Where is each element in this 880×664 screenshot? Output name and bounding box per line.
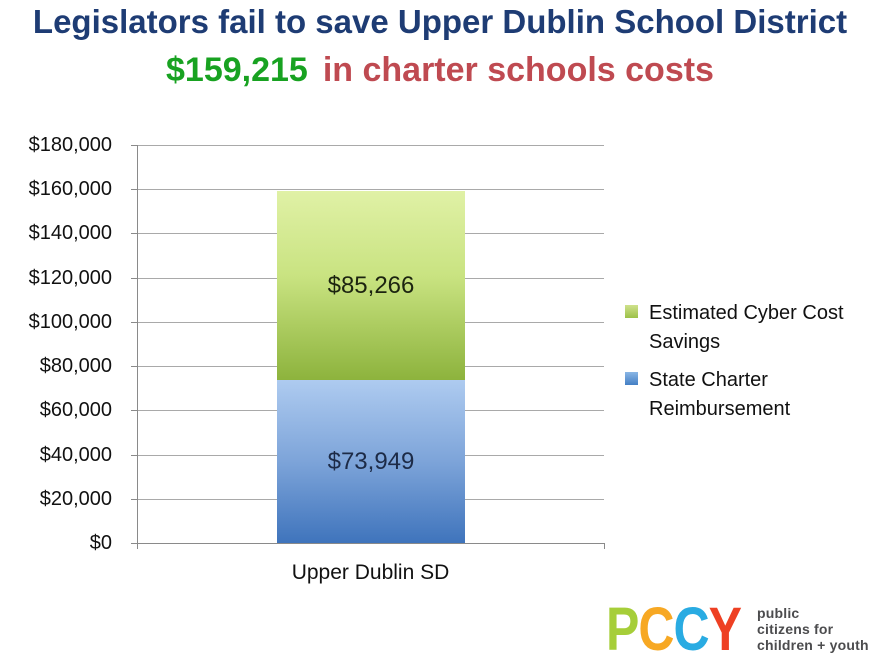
title-subtitle-text: in charter schools costs	[322, 51, 714, 89]
legend-label-line: Savings	[649, 331, 721, 353]
y-axis-tick	[131, 145, 137, 146]
logo-letter-p: P	[606, 595, 639, 664]
y-axis-tick-label: $80,000	[39, 355, 112, 377]
legend-label-line: Estimated Cyber Cost	[649, 302, 844, 324]
chart-title-line1: Legislators fail to save Upper Dublin Sc…	[32, 3, 848, 40]
y-axis-tick	[131, 455, 137, 456]
x-axis-category-label: Upper Dublin SD	[291, 561, 450, 584]
y-axis-tick	[131, 233, 137, 234]
pccy-logo-letters: PCCY	[606, 599, 742, 662]
y-axis-tick-label: $120,000	[28, 267, 112, 289]
legend-swatch-state-reimbursement	[625, 372, 638, 385]
y-axis-tick-label: $180,000	[28, 134, 112, 156]
bar-segment-cyber-savings: $85,266	[277, 191, 465, 380]
y-axis-tick-label: $0	[89, 532, 112, 554]
y-axis-tick-label: $100,000	[28, 311, 112, 333]
legend-label-cyber-savings: Estimated Cyber Cost Savings	[649, 299, 874, 357]
chart-title-line2: $159,215 in charter schools costs	[0, 51, 880, 90]
gridline-160000	[137, 189, 604, 190]
legend-swatch-cyber-savings	[625, 305, 638, 318]
data-label-state-reimbursement: $73,949	[327, 447, 415, 475]
x-axis-tick	[604, 543, 605, 549]
logo-letter-y: Y	[708, 595, 742, 664]
tagline-line: children + youth	[757, 637, 869, 653]
y-axis-tick-label: $140,000	[28, 222, 112, 244]
y-axis-tick-label: $40,000	[39, 444, 112, 466]
y-axis-tick	[131, 366, 137, 367]
y-axis-tick	[131, 410, 137, 411]
pccy-logo-tagline: public citizens for children + youth	[757, 605, 869, 653]
bar-segment-state-reimbursement: $73,949	[277, 380, 465, 543]
logo-letter-c1: C	[638, 595, 674, 664]
y-axis-tick-label: $160,000	[28, 178, 112, 200]
gridline-180000	[137, 145, 604, 146]
y-axis-tick	[131, 543, 137, 544]
tagline-line: public	[757, 605, 800, 621]
tagline-line: citizens for	[757, 621, 834, 637]
y-axis-tick-label: $20,000	[39, 488, 112, 510]
y-axis-tick	[131, 189, 137, 190]
y-axis-tick	[131, 278, 137, 279]
title-amount: $159,215	[166, 51, 308, 89]
y-axis-tick	[131, 499, 137, 500]
legend-label-line: State Charter	[649, 369, 768, 391]
x-axis-line	[137, 543, 605, 544]
y-axis-tick-label: $60,000	[39, 399, 112, 421]
legend-label-line: Reimbursement	[649, 398, 791, 420]
y-axis-tick	[131, 322, 137, 323]
logo-letter-c2: C	[673, 595, 709, 664]
x-axis-tick	[137, 543, 138, 549]
legend-label-state-reimbursement: State Charter Reimbursement	[649, 366, 874, 424]
y-axis-line	[137, 145, 138, 543]
data-label-cyber-savings: $85,266	[327, 271, 415, 299]
chart-plot-area: $85,266 $73,949	[137, 145, 604, 543]
